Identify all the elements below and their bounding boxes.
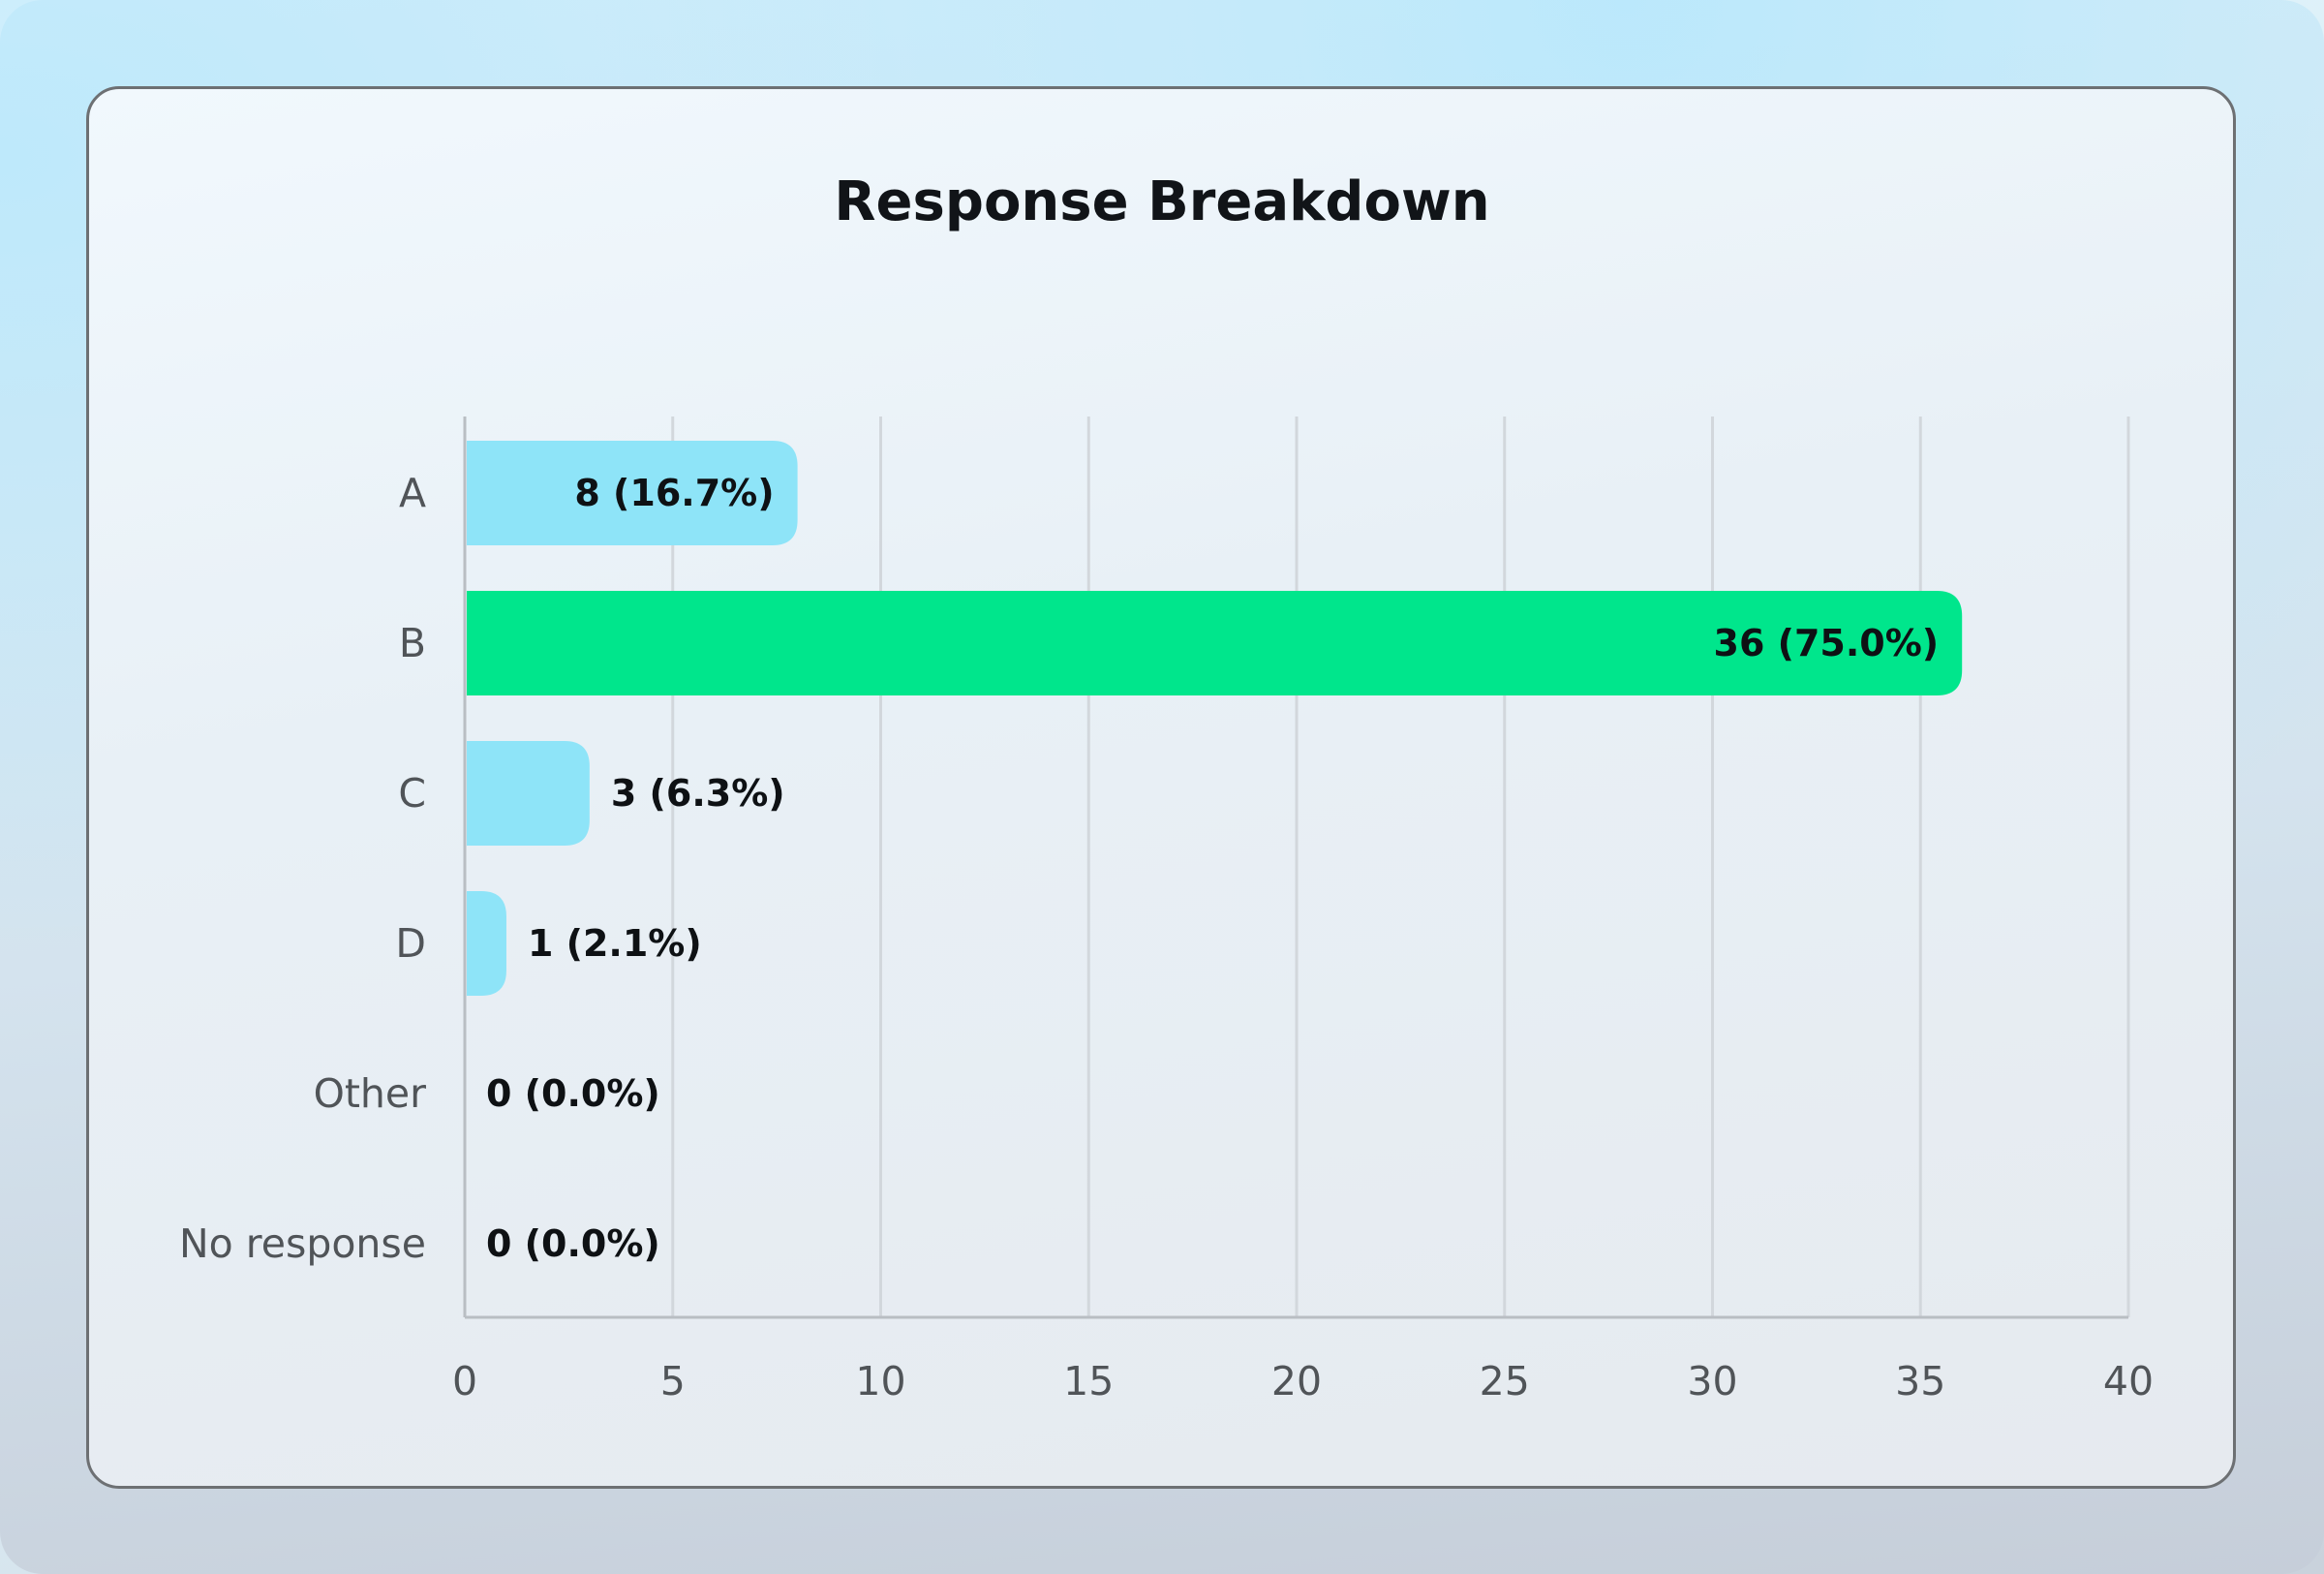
category-label-other: Other <box>314 1070 427 1117</box>
bar-c <box>467 741 590 846</box>
category-label-d: D <box>395 920 426 967</box>
chart-card <box>86 86 2236 1489</box>
bar-d <box>467 891 506 996</box>
category-label-b: B <box>399 620 426 666</box>
data-label-a: 8 (16.7%) <box>574 472 774 514</box>
x-tick-label-30: 30 <box>1687 1358 1737 1404</box>
data-label-other: 0 (0.0%) <box>486 1072 660 1115</box>
data-label-no-response: 0 (0.0%) <box>486 1222 660 1265</box>
x-tick-label-0: 0 <box>452 1358 477 1404</box>
x-tick-label-40: 40 <box>2103 1358 2154 1404</box>
data-label-d: 1 (2.1%) <box>528 922 702 965</box>
category-label-c: C <box>398 770 426 817</box>
x-tick-label-20: 20 <box>1271 1358 1322 1404</box>
x-tick-label-10: 10 <box>855 1358 905 1404</box>
x-tick-label-25: 25 <box>1480 1358 1530 1404</box>
chart-title: Response Breakdown <box>834 170 1490 233</box>
x-tick-label-15: 15 <box>1063 1358 1114 1404</box>
bar-a <box>467 441 798 545</box>
x-tick-label-35: 35 <box>1895 1358 1945 1404</box>
bar-b <box>467 591 1963 695</box>
category-label-a: A <box>399 470 426 516</box>
data-label-b: 36 (75.0%) <box>1714 622 1940 664</box>
data-label-c: 3 (6.3%) <box>611 772 785 815</box>
category-label-no-response: No response <box>179 1220 426 1267</box>
x-tick-label-5: 5 <box>660 1358 686 1404</box>
